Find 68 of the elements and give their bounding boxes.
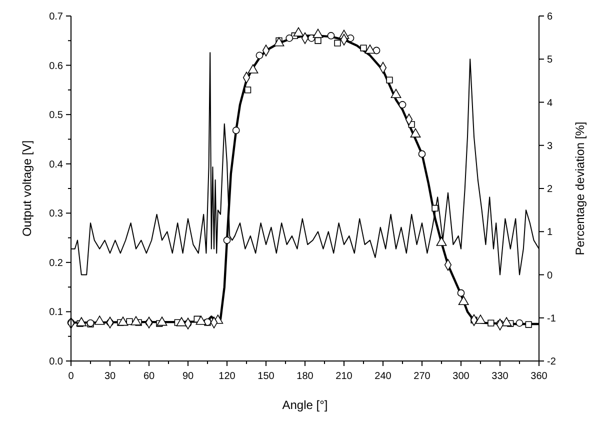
y-tick-label: 0.3 (49, 208, 64, 220)
y2-tick-label: 3 (547, 140, 553, 152)
y2-tick-label: -2 (547, 356, 556, 368)
y-tick-label: 0.2 (49, 258, 64, 269)
y-tick-label: 0.0 (49, 356, 64, 368)
point (457, 289, 465, 297)
point (223, 236, 231, 244)
point (488, 320, 494, 326)
x-tick-label: 330 (492, 371, 509, 382)
point (386, 76, 393, 84)
y2-tick-label: 5 (547, 54, 553, 66)
y-axis-title: Output voltage [V] (20, 140, 34, 237)
point (436, 236, 447, 246)
x-axis-title: Angle [°] (282, 398, 328, 412)
y2-tick-label: 6 (547, 12, 553, 22)
point (525, 321, 532, 328)
point (156, 316, 168, 326)
point (364, 44, 376, 54)
point (94, 316, 105, 325)
x-tick-label: 240 (374, 371, 392, 382)
point (274, 37, 284, 46)
y2-tick-label: 2 (547, 184, 553, 195)
point (176, 317, 187, 326)
point (232, 126, 240, 134)
point (410, 128, 421, 138)
point (248, 64, 258, 74)
point (286, 34, 294, 42)
point (516, 319, 524, 327)
point (256, 52, 264, 60)
point (432, 204, 438, 212)
point (314, 37, 322, 44)
point (390, 88, 402, 98)
x-tick-label: 180 (296, 371, 314, 382)
x-tick-label: 120 (218, 371, 236, 382)
point (398, 101, 406, 108)
x-tick-label: 270 (414, 371, 431, 382)
point (118, 316, 128, 326)
y2-tick-label: -1 (547, 313, 556, 324)
point (360, 44, 367, 52)
y2-tick-label: 4 (547, 98, 553, 109)
y2-tick-label: 1 (547, 227, 553, 238)
point (458, 296, 469, 306)
point (196, 316, 206, 325)
point (334, 40, 341, 46)
point (76, 317, 87, 326)
y2-axis-title: Percentage deviation [%] (573, 122, 587, 256)
x-tick-label: 210 (336, 371, 353, 382)
y-tick-label: 0.6 (49, 60, 64, 72)
point (418, 150, 426, 158)
point (475, 314, 486, 324)
y-tick-label: 0.5 (49, 110, 64, 122)
point (130, 316, 142, 326)
x-tick-label: 300 (452, 371, 470, 382)
x-tick-label: 90 (182, 371, 194, 382)
y-tick-label: 0.7 (49, 12, 64, 22)
x-tick-label: 30 (104, 371, 116, 382)
y-tick-label: 0.1 (49, 307, 64, 318)
x-tick-label: 150 (258, 371, 275, 382)
point (244, 86, 252, 94)
point (293, 27, 304, 36)
y-tick-label: 0.4 (49, 159, 64, 170)
y2-tick-label: 0 (547, 270, 553, 282)
point (501, 317, 512, 326)
point (327, 32, 335, 40)
x-tick-label: 0 (68, 371, 74, 382)
point (312, 28, 324, 38)
x-tick-label: 360 (530, 371, 548, 382)
x-tick-label: 60 (143, 371, 155, 382)
